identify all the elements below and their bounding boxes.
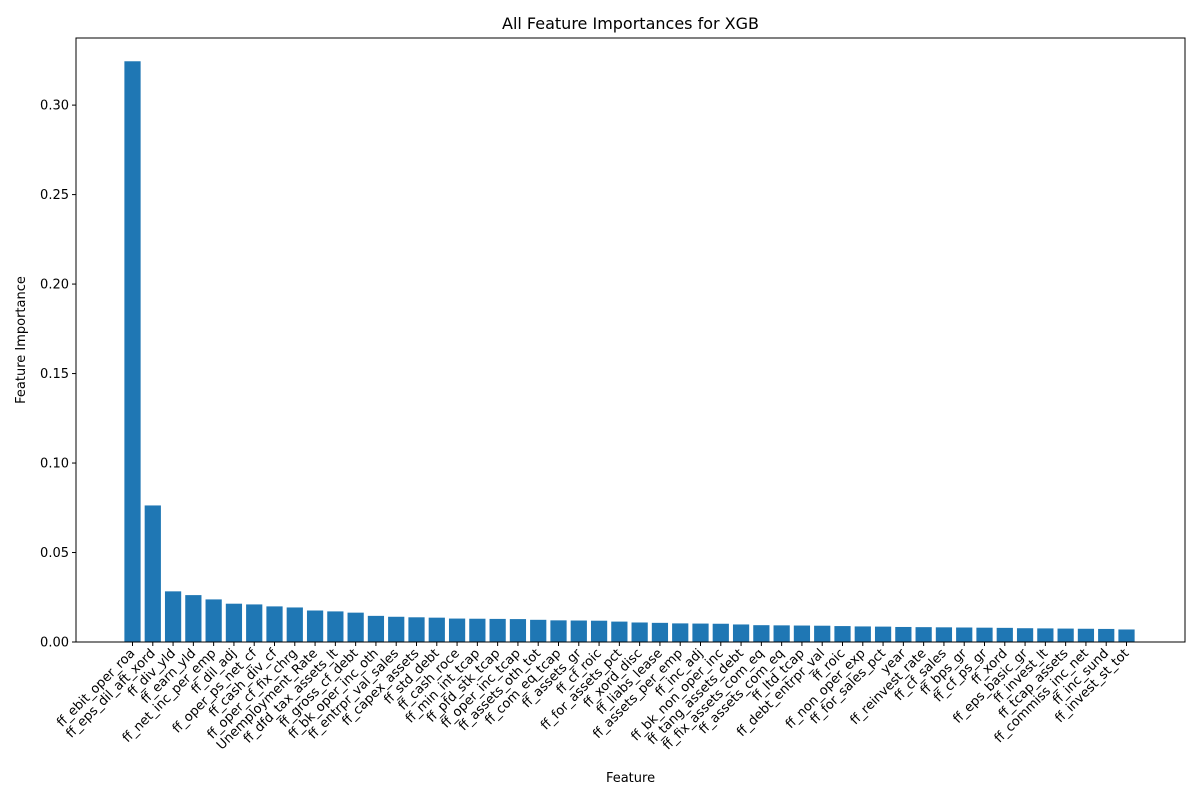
bar [388, 616, 405, 642]
bar [286, 607, 303, 642]
bar [1098, 628, 1115, 642]
plot-frame [75, 37, 1186, 643]
y-tick-label: 0.05 [40, 546, 69, 561]
bar [712, 623, 729, 642]
bar [448, 618, 466, 642]
bar [651, 622, 669, 642]
bar [306, 610, 324, 642]
bar [367, 615, 385, 642]
bar [590, 620, 608, 642]
bar [489, 618, 506, 642]
bar [793, 625, 811, 642]
y-tick-label: 0.00 [40, 636, 69, 651]
bar [956, 627, 973, 642]
y-tick-label: 0.10 [40, 457, 69, 472]
bar [530, 619, 547, 642]
bar [692, 623, 709, 642]
y-tick-label: 0.30 [40, 99, 69, 114]
bar [1118, 629, 1135, 642]
bar [144, 505, 161, 642]
y-tick-label: 0.15 [40, 367, 69, 382]
bar [631, 622, 648, 642]
bar [185, 595, 202, 642]
bar [428, 617, 445, 642]
bar [834, 626, 851, 642]
bar [1057, 628, 1074, 642]
bar [205, 599, 222, 642]
bar [225, 603, 243, 642]
bar [874, 626, 892, 642]
x-axis-label: Feature [606, 771, 655, 786]
bar [732, 624, 750, 642]
bar [246, 604, 263, 642]
bar [773, 625, 790, 642]
bar [996, 627, 1013, 642]
x-axis: ff_ebit_oper_roaff_eps_dil_aft_xordff_di… [54, 642, 1132, 753]
bar [814, 625, 831, 642]
bar [672, 623, 689, 642]
bar [915, 627, 932, 642]
bar [570, 620, 587, 642]
y-axis-label: Feature Importance [14, 276, 29, 404]
bar [1037, 628, 1054, 642]
y-tick-label: 0.25 [40, 188, 69, 203]
plot-area [124, 61, 1135, 642]
y-axis: 0.00 0.05 0.10 0.15 0.20 0.25 0.30 [40, 99, 76, 651]
bar [164, 591, 182, 642]
bar [266, 606, 283, 642]
bar [976, 627, 993, 642]
bar [1016, 628, 1034, 642]
bar [469, 618, 486, 642]
bar [1077, 628, 1095, 642]
bar [895, 626, 912, 642]
bar [124, 61, 141, 642]
bar [550, 620, 567, 642]
bar [347, 612, 364, 642]
bar [935, 627, 953, 642]
y-tick-label: 0.20 [40, 278, 69, 293]
bar [854, 626, 871, 642]
bar [327, 611, 344, 642]
bar [611, 621, 628, 642]
bar [509, 619, 527, 642]
bar [408, 617, 425, 642]
bar [753, 625, 770, 642]
chart-title: All Feature Importances for XGB [502, 14, 759, 33]
